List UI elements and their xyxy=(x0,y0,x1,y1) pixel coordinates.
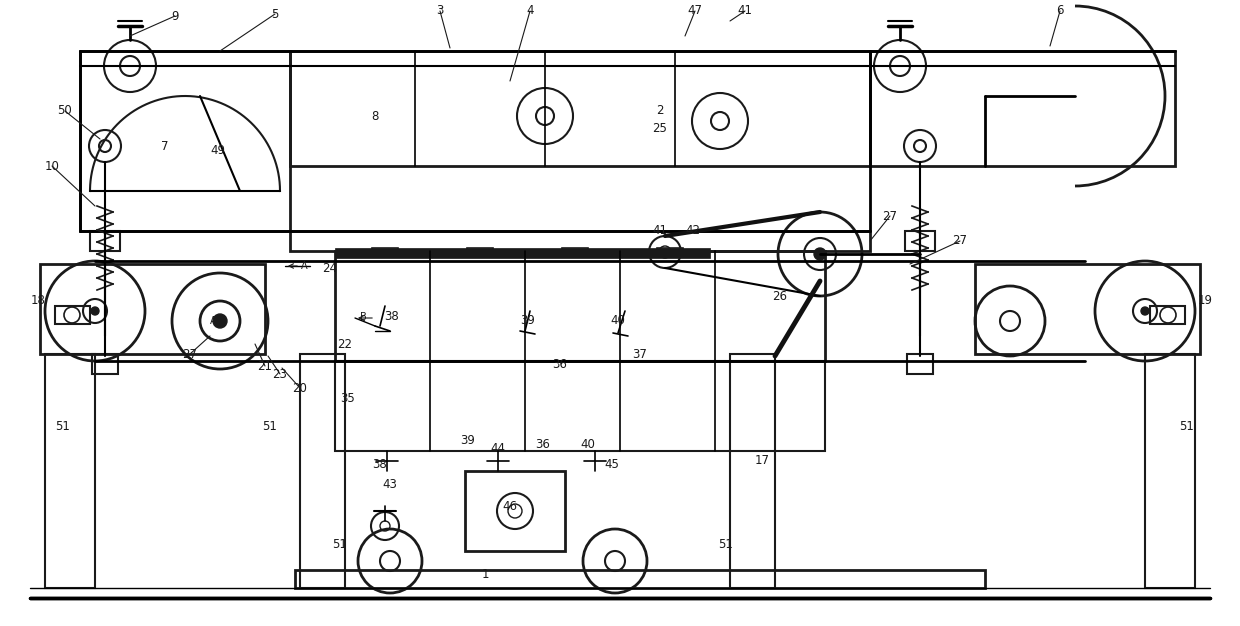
Text: 40: 40 xyxy=(580,438,595,451)
Text: 43: 43 xyxy=(383,478,398,491)
Text: 21: 21 xyxy=(258,359,273,372)
Bar xyxy=(1149,306,1185,324)
Text: 49: 49 xyxy=(211,145,226,158)
Bar xyxy=(45,354,95,588)
Text: 40: 40 xyxy=(610,314,625,327)
Bar xyxy=(290,231,870,251)
Bar xyxy=(300,354,345,588)
Text: 36: 36 xyxy=(536,438,551,451)
Text: 44: 44 xyxy=(491,441,506,454)
Bar xyxy=(905,231,935,251)
Text: 3: 3 xyxy=(436,4,444,18)
Text: 42: 42 xyxy=(686,225,701,237)
Text: 24: 24 xyxy=(322,262,337,274)
Circle shape xyxy=(213,314,227,328)
Text: 27: 27 xyxy=(883,210,898,222)
Text: 51: 51 xyxy=(1179,419,1194,433)
Text: A: A xyxy=(210,316,216,326)
Text: 47: 47 xyxy=(687,4,703,18)
Bar xyxy=(295,570,985,588)
Text: 6: 6 xyxy=(1056,4,1064,18)
Text: 35: 35 xyxy=(341,391,356,404)
Bar xyxy=(906,354,932,374)
Text: 41: 41 xyxy=(652,225,667,237)
Text: 7: 7 xyxy=(161,140,169,153)
Bar xyxy=(335,248,711,258)
Bar xyxy=(465,471,565,551)
Text: 18: 18 xyxy=(31,294,46,307)
Text: 25: 25 xyxy=(652,121,667,135)
Circle shape xyxy=(91,307,99,315)
Text: 10: 10 xyxy=(45,160,60,173)
Text: 22: 22 xyxy=(337,337,352,351)
Text: 51: 51 xyxy=(56,419,71,433)
Text: 36: 36 xyxy=(553,357,568,371)
Bar xyxy=(92,354,118,374)
Text: 1: 1 xyxy=(481,568,489,580)
Text: B: B xyxy=(360,312,366,322)
Text: 26: 26 xyxy=(773,289,787,302)
Text: 17: 17 xyxy=(754,454,770,468)
Bar xyxy=(91,231,120,251)
Circle shape xyxy=(1141,307,1149,315)
Bar xyxy=(562,248,588,256)
Text: 51: 51 xyxy=(332,538,347,550)
Text: 38: 38 xyxy=(384,309,399,322)
Bar xyxy=(467,248,494,256)
Text: 23: 23 xyxy=(273,367,288,381)
Text: 51: 51 xyxy=(263,419,278,433)
Text: 39: 39 xyxy=(460,434,475,448)
Text: 41: 41 xyxy=(738,4,753,18)
Bar xyxy=(730,354,775,588)
Text: 9: 9 xyxy=(171,9,179,23)
Bar xyxy=(975,264,1200,354)
Bar xyxy=(290,51,870,166)
Text: A: A xyxy=(300,261,308,271)
Bar xyxy=(335,361,825,451)
Text: 27: 27 xyxy=(952,235,967,247)
Bar xyxy=(870,51,1176,166)
Text: 8: 8 xyxy=(371,110,378,123)
Text: 45: 45 xyxy=(605,458,620,471)
Text: 46: 46 xyxy=(502,500,517,513)
Text: 51: 51 xyxy=(718,538,733,550)
Text: 39: 39 xyxy=(521,314,536,327)
Text: 2: 2 xyxy=(656,105,663,118)
Bar xyxy=(335,251,825,361)
Text: 37: 37 xyxy=(632,347,647,361)
Bar xyxy=(55,306,91,324)
Bar xyxy=(81,51,290,231)
Text: 5: 5 xyxy=(272,8,279,21)
Circle shape xyxy=(813,248,826,260)
Text: 50: 50 xyxy=(57,105,72,118)
Text: 20: 20 xyxy=(293,381,308,394)
Bar xyxy=(657,248,683,256)
Bar xyxy=(40,264,265,354)
Text: 27: 27 xyxy=(182,347,197,361)
Text: 38: 38 xyxy=(373,458,387,471)
Text: 4: 4 xyxy=(526,4,533,18)
Text: 19: 19 xyxy=(1198,294,1213,307)
Bar xyxy=(372,248,398,256)
Bar xyxy=(1145,354,1195,588)
